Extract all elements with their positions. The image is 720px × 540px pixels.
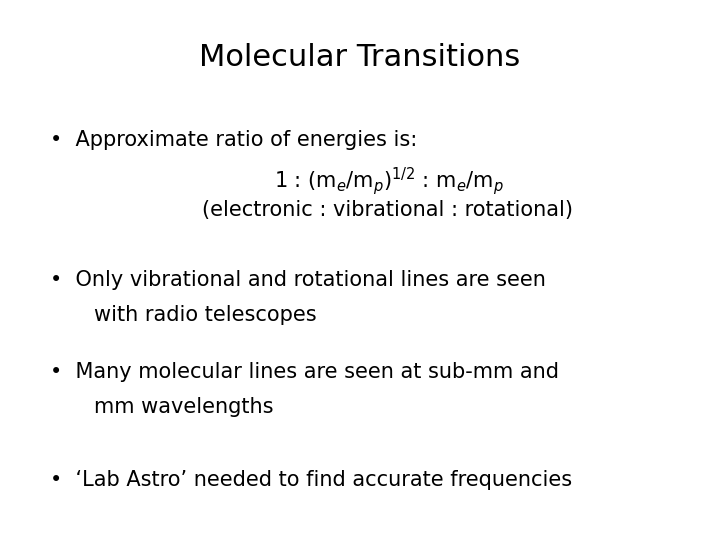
Text: with radio telescopes: with radio telescopes [94, 305, 316, 325]
Text: Molecular Transitions: Molecular Transitions [199, 43, 521, 72]
Text: •  Only vibrational and rotational lines are seen: • Only vibrational and rotational lines … [50, 270, 546, 290]
Text: 1 : (m$_e$/m$_p$)$^{1/2}$ : m$_e$/m$_p$: 1 : (m$_e$/m$_p$)$^{1/2}$ : m$_e$/m$_p$ [274, 165, 503, 197]
Text: •  Many molecular lines are seen at sub-mm and: • Many molecular lines are seen at sub-m… [50, 362, 559, 382]
Text: mm wavelengths: mm wavelengths [94, 397, 273, 417]
Text: •  Approximate ratio of energies is:: • Approximate ratio of energies is: [50, 130, 418, 150]
Text: (electronic : vibrational : rotational): (electronic : vibrational : rotational) [202, 200, 572, 220]
Text: •  ‘Lab Astro’ needed to find accurate frequencies: • ‘Lab Astro’ needed to find accurate fr… [50, 470, 572, 490]
